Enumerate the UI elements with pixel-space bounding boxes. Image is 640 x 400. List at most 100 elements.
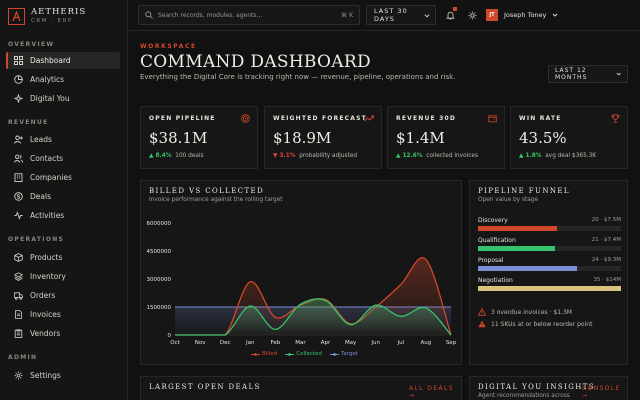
pipeline-funnel-panel: PIPELINE FUNNEL Open value by stage Disc… xyxy=(469,180,628,365)
search-box[interactable]: ⌘ K xyxy=(138,5,360,25)
sidebar-item-vendors[interactable]: Vendors xyxy=(6,325,120,342)
funnel-stage-qualification[interactable]: Qualification 21 · $7.4M xyxy=(478,237,621,251)
all-deals-link[interactable]: ALL DEALS → xyxy=(409,385,454,399)
legend-item-billed[interactable]: Billed xyxy=(251,351,277,357)
stage-meta: 24 · $9.3M xyxy=(591,257,621,263)
sidebar-item-leads[interactable]: Leads xyxy=(6,131,120,148)
largest-open-deals-panel: LARGEST OPEN DEALS ALL DEALS → xyxy=(140,376,462,400)
page-subtitle: Everything the Digital Core is tracking … xyxy=(140,73,456,81)
kpi-value: 43.5% xyxy=(519,129,567,147)
sidebar-item-label: Analytics xyxy=(30,75,65,84)
alert-reorder-point[interactable]: 11 SKUs at or below reorder point xyxy=(478,320,592,328)
sidebar-item-activities[interactable]: Activities xyxy=(6,207,120,224)
sidebar-item-settings[interactable]: Settings xyxy=(6,367,120,384)
kpi-note: 100 deals xyxy=(175,153,204,159)
kpi-card-win-rate[interactable]: WIN RATE 43.5% ▲ 1.8% avg deal $365.3K xyxy=(510,106,628,169)
nav-section-revenue: REVENUE xyxy=(8,119,49,126)
wallet-icon xyxy=(488,115,497,123)
kpi-card-weighted-forecast[interactable]: WEIGHTED FORECAST $18.9M ▼ 3.1% probabil… xyxy=(264,106,382,169)
x-tick-label: Sep xyxy=(446,340,457,346)
billed-vs-collected-panel: BILLED VS COLLECTED Invoice performance … xyxy=(140,180,462,365)
kpi-label: REVENUE 30D xyxy=(396,115,457,122)
sidebar-item-label: Settings xyxy=(30,371,61,380)
nav-section-admin: ADMIN xyxy=(8,354,38,361)
notifications-button[interactable] xyxy=(440,5,460,25)
panel-subtitle: Invoice performance against the rolling … xyxy=(149,197,283,203)
x-tick-label: Jun xyxy=(370,340,380,346)
target-icon xyxy=(241,114,250,123)
sidebar-item-label: Orders xyxy=(30,291,56,300)
legend-label: Collected xyxy=(296,351,322,357)
box-icon xyxy=(14,253,23,262)
trend-icon xyxy=(364,115,374,122)
gear-icon xyxy=(14,371,23,380)
sidebar-item-label: Products xyxy=(30,253,63,262)
sun-icon xyxy=(468,11,476,19)
nav-section-overview: OVERVIEW xyxy=(8,41,55,48)
date-range-label: LAST 30 DAYS xyxy=(374,7,408,23)
sidebar-item-products[interactable]: Products xyxy=(6,249,120,266)
sidebar-item-companies[interactable]: Companies xyxy=(6,169,120,186)
kpi-label: OPEN PIPELINE xyxy=(149,115,216,122)
search-icon xyxy=(145,11,153,19)
panel-title: LARGEST OPEN DEALS xyxy=(149,383,261,391)
notification-badge xyxy=(453,7,457,11)
funnel-stage-proposal[interactable]: Proposal 24 · $9.3M xyxy=(478,257,621,271)
date-range-select[interactable]: LAST 30 DAYS xyxy=(366,5,436,25)
clipboard-icon xyxy=(14,329,23,338)
sidebar-item-orders[interactable]: Orders xyxy=(6,287,120,304)
activity-icon xyxy=(14,211,23,220)
sidebar-item-dashboard[interactable]: Dashboard xyxy=(6,52,120,69)
kpi-note: collected invoices xyxy=(426,153,478,159)
alert-overdue-invoices[interactable]: 3 overdue invoices · $1.3M xyxy=(478,308,572,316)
sidebar-item-digital-you[interactable]: Digital You xyxy=(6,90,120,107)
console-link[interactable]: CONSOLE → xyxy=(582,385,621,399)
funnel-stage-negotiation[interactable]: Negotiation 35 · $14M xyxy=(478,277,621,291)
user-menu[interactable]: JT Joseph Toney xyxy=(486,5,558,25)
kpi-footer: ▲ 8.4% 100 deals xyxy=(149,153,204,159)
building-icon xyxy=(14,173,23,182)
sidebar-item-inventory[interactable]: Inventory xyxy=(6,268,120,285)
search-input[interactable] xyxy=(158,11,337,19)
legend-item-target[interactable]: Target xyxy=(329,351,358,357)
period-select[interactable]: LAST 12 MONTHS xyxy=(548,65,628,83)
stage-bar-fill xyxy=(478,226,557,231)
theme-toggle-button[interactable] xyxy=(462,5,482,25)
funnel-stage-discovery[interactable]: Discovery 20 · $7.5M xyxy=(478,217,621,231)
legend-label: Billed xyxy=(262,351,278,357)
brand-subtitle: CRM · ERP xyxy=(31,18,73,24)
aetheris-logo-icon xyxy=(8,7,25,25)
kpi-note: probability adjusted xyxy=(299,153,358,159)
series-area-collected xyxy=(175,298,451,335)
kpi-label: WIN RATE xyxy=(519,115,562,122)
page-eyebrow: WORKSPACE xyxy=(140,43,197,50)
sidebar-item-contacts[interactable]: Contacts xyxy=(6,150,120,167)
stage-name: Qualification xyxy=(478,237,516,244)
file-icon xyxy=(15,310,22,319)
kpi-card-open-pipeline[interactable]: OPEN PIPELINE $38.1M ▲ 8.4% 100 deals xyxy=(140,106,258,169)
stage-bar-track xyxy=(478,266,621,271)
sidebar-item-label: Vendors xyxy=(30,329,61,338)
legend-item-collected[interactable]: Collected xyxy=(285,351,322,357)
panel-subtitle: Open value by stage xyxy=(478,197,539,203)
sidebar-item-deals[interactable]: Deals xyxy=(6,188,120,205)
brand[interactable]: AETHERIS CRM · ERP xyxy=(8,7,86,25)
user-name: Joseph Toney xyxy=(504,11,547,19)
nav-section-operations: OPERATIONS xyxy=(8,236,65,243)
series-line-collected[interactable] xyxy=(174,298,452,336)
kpi-card-revenue-30d[interactable]: REVENUE 30D $1.4M ▲ 12.6% collected invo… xyxy=(387,106,505,169)
sidebar-item-invoices[interactable]: Invoices xyxy=(6,306,120,323)
stage-name: Discovery xyxy=(478,217,508,224)
sidebar-item-analytics[interactable]: Analytics xyxy=(6,71,120,88)
stage-name: Proposal xyxy=(478,257,504,264)
sidebar-item-label: Contacts xyxy=(30,154,64,163)
panel-title: BILLED VS COLLECTED xyxy=(149,187,265,195)
chevron-down-icon xyxy=(424,13,430,17)
y-tick-label: 0 xyxy=(168,333,172,339)
panel-title: PIPELINE FUNNEL xyxy=(478,187,570,195)
stage-bar-track xyxy=(478,246,621,251)
warning-icon xyxy=(478,320,486,328)
kpi-note: avg deal $365.3K xyxy=(545,153,597,159)
bell-icon xyxy=(445,11,455,19)
pie-icon xyxy=(14,75,23,84)
